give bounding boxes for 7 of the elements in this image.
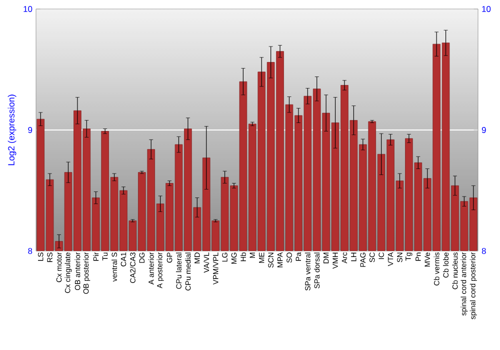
y-tick-label: 8 (28, 248, 32, 254)
y2-tick-label: 10 (482, 6, 491, 12)
y-axis-title: Log2 (expression) (8, 94, 16, 166)
y-tick-label: 10 (24, 6, 32, 12)
y2-tick-label: 8 (482, 248, 486, 254)
y2-tick-label: 9 (482, 127, 486, 133)
y-tick-label: 9 (28, 127, 32, 133)
